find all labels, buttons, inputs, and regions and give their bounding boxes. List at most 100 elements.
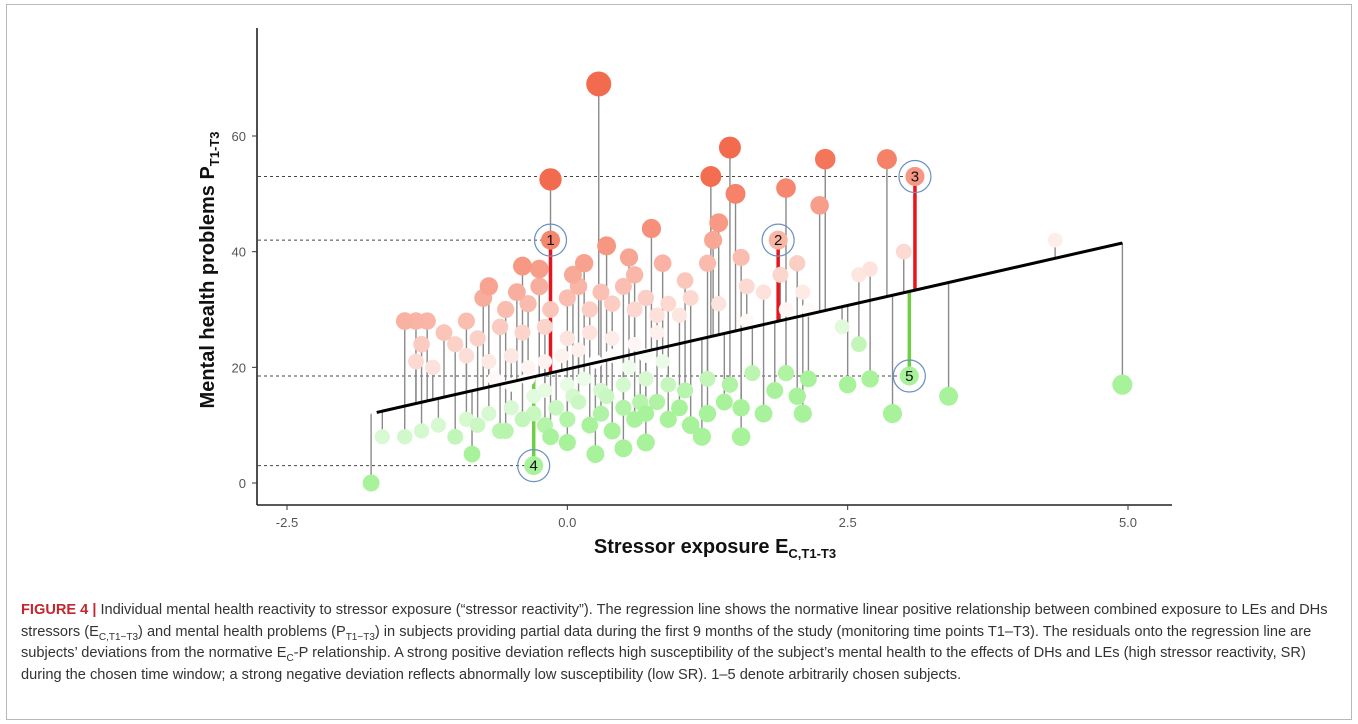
caption-sub-3: C (286, 652, 294, 664)
data-point (649, 325, 665, 340)
data-point (754, 404, 773, 423)
subject-label: 2 (774, 232, 782, 249)
data-point (571, 342, 586, 358)
data-point (838, 375, 857, 394)
data-point (447, 336, 464, 353)
data-point (362, 474, 380, 492)
data-point (614, 439, 633, 458)
data-point (614, 277, 632, 295)
data-point (732, 248, 750, 267)
data-point (603, 422, 621, 440)
data-point (604, 330, 620, 346)
data-point (592, 405, 610, 422)
data-point (677, 382, 694, 399)
subject-label: 3 (911, 168, 919, 185)
data-point (676, 272, 694, 289)
data-point (660, 376, 677, 393)
caption-text-2: ) and mental health problems (P (138, 623, 346, 640)
data-point (558, 289, 576, 307)
data-points (362, 71, 1133, 492)
data-point (939, 386, 959, 406)
data-point (1112, 374, 1133, 395)
data-point (463, 445, 481, 463)
data-point (876, 149, 897, 170)
data-point (558, 433, 576, 452)
subject-highlight-circle (892, 359, 926, 393)
scatter-plot: 1 2 3 4 5 0 20 40 60 -2.5 0.0 2.5 5.0 Stressor exp… (197, 28, 1172, 561)
data-point (731, 427, 751, 447)
data-point (692, 427, 712, 446)
data-point (788, 387, 806, 405)
y-tick-label: 0 (239, 476, 246, 491)
data-point (554, 348, 570, 364)
data-point (548, 400, 564, 416)
y-axis-title-sub: T1-T3 (207, 132, 222, 167)
data-point (814, 148, 836, 170)
data-point (660, 295, 677, 312)
data-point (776, 178, 796, 198)
caption-sub-1: C,T1−T3 (98, 631, 139, 643)
data-point (778, 302, 794, 317)
caption-sub-2: T1−T3 (345, 631, 375, 643)
data-point (395, 312, 414, 330)
data-point (491, 318, 509, 336)
subject-point (524, 456, 544, 476)
data-point (789, 255, 806, 272)
data-point (537, 354, 553, 369)
data-point (744, 365, 761, 382)
data-point (529, 259, 549, 279)
data-point (637, 289, 654, 307)
data-point (537, 383, 553, 398)
data-point (413, 335, 430, 353)
data-point (700, 166, 722, 187)
data-point (626, 301, 643, 318)
data-point (718, 136, 741, 159)
data-point (539, 168, 562, 191)
data-point (586, 71, 612, 97)
data-point (559, 411, 576, 428)
data-point (709, 213, 729, 233)
data-point (487, 371, 502, 387)
data-point (481, 406, 497, 422)
figure-caption: FIGURE 4 | Individual mental health reac… (21, 600, 1339, 686)
data-point (514, 324, 531, 341)
data-point (513, 256, 532, 276)
data-point (457, 312, 475, 330)
data-point (882, 404, 903, 424)
data-point (597, 236, 617, 256)
data-point (559, 377, 575, 393)
subject-highlight-circle (898, 159, 932, 194)
data-point (520, 360, 536, 375)
data-point (469, 417, 486, 433)
data-point (592, 283, 610, 301)
x-axis-title: Stressor exposure EC,T1-T3 (594, 536, 836, 561)
data-point (732, 399, 750, 417)
x-tick-label: 0.0 (558, 515, 576, 530)
x-tick-label: 2.5 (839, 515, 857, 530)
data-point (895, 243, 912, 260)
data-point (810, 196, 829, 215)
data-point (603, 295, 621, 312)
data-point (507, 283, 526, 302)
subject-label: 5 (905, 368, 913, 385)
data-point (458, 347, 475, 364)
data-point (430, 417, 446, 433)
data-point (598, 388, 615, 405)
data-point (626, 410, 644, 428)
data-point (682, 290, 699, 306)
data-point (659, 410, 677, 428)
data-point (408, 353, 424, 370)
data-point (766, 381, 784, 399)
y-tick-label: 60 (232, 129, 246, 144)
data-point (850, 336, 867, 353)
subject-point (905, 166, 925, 186)
data-point (469, 330, 486, 347)
data-point (615, 377, 632, 393)
data-point (570, 394, 587, 410)
data-point (582, 324, 598, 341)
data-point (519, 295, 537, 313)
data-point (563, 265, 582, 284)
data-point (503, 348, 519, 364)
regression-line (376, 241, 1123, 414)
data-point (397, 429, 413, 445)
